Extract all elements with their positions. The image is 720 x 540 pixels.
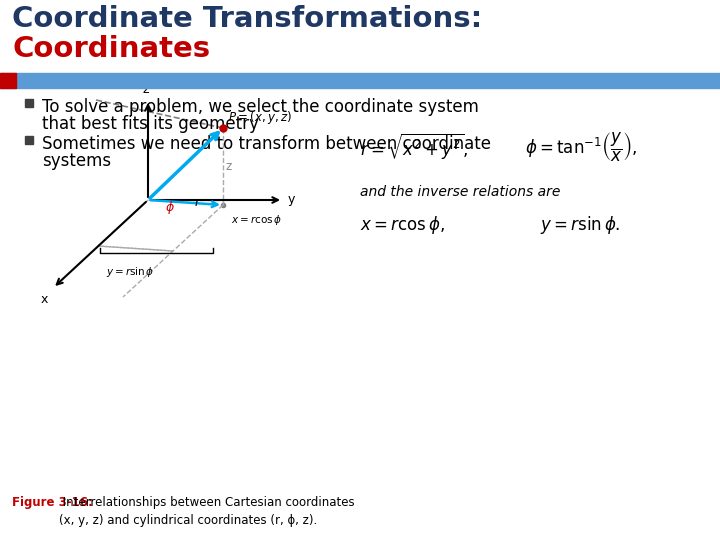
Text: that best fits its geometry: that best fits its geometry xyxy=(42,115,259,133)
Text: Coordinate Transformations:: Coordinate Transformations: xyxy=(12,5,482,33)
Bar xyxy=(25,136,33,144)
Text: $x = r\cos\phi$: $x = r\cos\phi$ xyxy=(231,213,282,227)
Text: To solve a problem, we select the coordinate system: To solve a problem, we select the coordi… xyxy=(42,98,479,116)
Text: and the inverse relations are: and the inverse relations are xyxy=(360,185,560,199)
Text: x: x xyxy=(40,293,48,306)
Text: Coordinates: Coordinates xyxy=(12,35,210,63)
Text: Figure 3-16:: Figure 3-16: xyxy=(12,496,93,509)
Text: $y = r\sin\phi$: $y = r\sin\phi$ xyxy=(106,265,154,279)
Text: $r = \sqrt{x^2 + y^2},$: $r = \sqrt{x^2 + y^2},$ xyxy=(360,132,468,162)
Text: $\phi = \tan^{-1}\!\left(\dfrac{y}{x}\right),$: $\phi = \tan^{-1}\!\left(\dfrac{y}{x}\ri… xyxy=(525,130,637,164)
Bar xyxy=(0,73,720,88)
Text: Interrelationships between Cartesian coordinates
(x, y, z) and cylindrical coord: Interrelationships between Cartesian coo… xyxy=(59,496,355,527)
Text: z: z xyxy=(143,83,149,96)
Text: z: z xyxy=(226,160,233,173)
Text: y: y xyxy=(288,193,295,206)
Text: Sometimes we need to transform between coordinate: Sometimes we need to transform between c… xyxy=(42,135,491,153)
Text: $\phi$: $\phi$ xyxy=(165,199,175,217)
Text: systems: systems xyxy=(42,152,111,170)
Bar xyxy=(0,73,16,88)
Text: $y = r\sin\phi.$: $y = r\sin\phi.$ xyxy=(540,214,621,236)
Text: $r$: $r$ xyxy=(194,195,202,208)
Text: $x = r\cos\phi,$: $x = r\cos\phi,$ xyxy=(360,214,445,236)
Text: $P = (x, y, z)$: $P = (x, y, z)$ xyxy=(228,109,292,126)
Bar xyxy=(25,99,33,107)
